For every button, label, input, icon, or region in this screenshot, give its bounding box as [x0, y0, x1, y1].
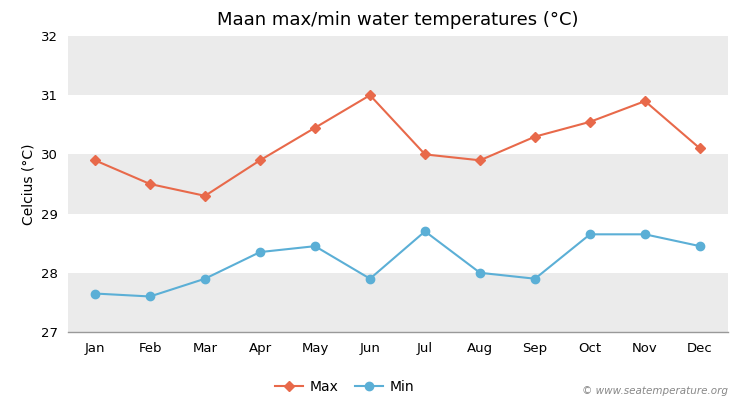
Line: Min: Min	[91, 227, 704, 301]
Legend: Max, Min: Max, Min	[269, 374, 420, 400]
Line: Max: Max	[92, 91, 704, 200]
Min	[146, 294, 154, 299]
Title: Maan max/min water temperatures (°C): Maan max/min water temperatures (°C)	[217, 11, 578, 29]
Bar	[68, 273, 728, 332]
Min	[695, 244, 704, 248]
Max	[640, 99, 650, 104]
Min	[310, 244, 320, 248]
Max	[530, 134, 539, 139]
Max	[365, 93, 374, 98]
Bar	[68, 36, 728, 95]
Min	[91, 291, 100, 296]
Bar	[68, 154, 728, 214]
Max	[256, 158, 265, 163]
Y-axis label: Celcius (°C): Celcius (°C)	[21, 143, 35, 225]
Max	[421, 152, 430, 157]
Max	[146, 182, 154, 186]
Min	[421, 229, 430, 234]
Min	[640, 232, 650, 237]
Max	[476, 158, 484, 163]
Min	[586, 232, 595, 237]
Max	[695, 146, 704, 151]
Text: © www.seatemperature.org: © www.seatemperature.org	[581, 386, 728, 396]
Max	[200, 194, 209, 198]
Max	[310, 125, 320, 130]
Max	[586, 120, 595, 124]
Bar	[68, 95, 728, 154]
Min	[476, 270, 484, 275]
Bar	[68, 214, 728, 273]
Max	[91, 158, 100, 163]
Min	[256, 250, 265, 254]
Min	[200, 276, 209, 281]
Min	[530, 276, 539, 281]
Min	[365, 276, 374, 281]
